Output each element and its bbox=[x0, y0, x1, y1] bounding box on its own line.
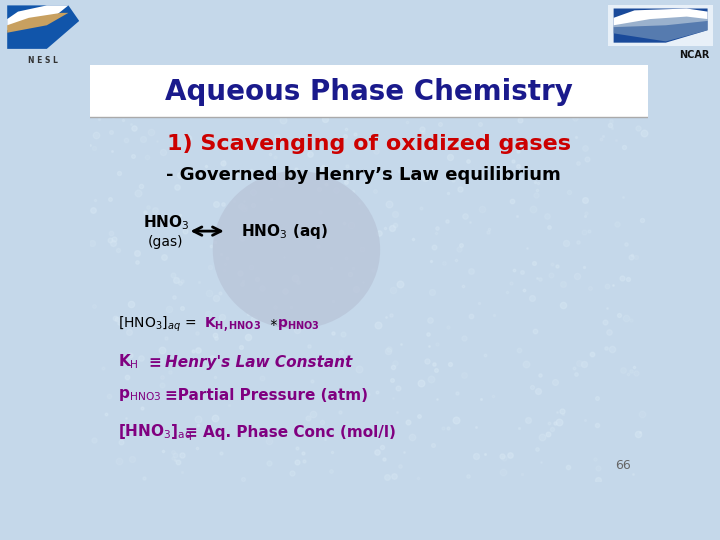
Text: HNO$_3$: HNO$_3$ bbox=[143, 213, 189, 232]
Polygon shape bbox=[613, 9, 708, 43]
FancyBboxPatch shape bbox=[90, 65, 648, 117]
Polygon shape bbox=[613, 9, 708, 27]
Polygon shape bbox=[7, 5, 79, 49]
Text: $[\mathrm{HNO_3}]_{aq}$ =: $[\mathrm{HNO_3}]_{aq}$ = bbox=[118, 315, 198, 334]
Text: - Governed by Henry’s Law equilibrium: - Governed by Henry’s Law equilibrium bbox=[166, 166, 561, 184]
Text: 66: 66 bbox=[616, 460, 631, 472]
Text: Henry's Law Constant: Henry's Law Constant bbox=[166, 355, 353, 369]
Polygon shape bbox=[7, 5, 68, 30]
Text: [HNO$_3$]$_\mathrm{aq}$: [HNO$_3$]$_\mathrm{aq}$ bbox=[118, 422, 192, 443]
Text: *: * bbox=[266, 318, 282, 332]
Ellipse shape bbox=[213, 171, 380, 329]
Text: p$_\mathrm{HNO3}$: p$_\mathrm{HNO3}$ bbox=[118, 387, 161, 403]
Text: N E S L: N E S L bbox=[28, 56, 58, 65]
Text: Aqueous Phase Chemistry: Aqueous Phase Chemistry bbox=[165, 78, 573, 106]
Text: $\mathbf{p}_{\mathbf{HNO3}}$: $\mathbf{p}_{\mathbf{HNO3}}$ bbox=[277, 317, 320, 332]
Polygon shape bbox=[7, 13, 68, 33]
Text: NCAR: NCAR bbox=[679, 50, 709, 60]
Polygon shape bbox=[613, 17, 708, 42]
Text: ≡Partial Pressure (atm): ≡Partial Pressure (atm) bbox=[166, 388, 369, 403]
Text: HNO$_3$ (aq): HNO$_3$ (aq) bbox=[240, 221, 328, 241]
Text: 1) Scavenging of oxidized gases: 1) Scavenging of oxidized gases bbox=[167, 134, 571, 154]
Text: ≡: ≡ bbox=[148, 355, 166, 369]
Text: K$_\mathrm{H}$: K$_\mathrm{H}$ bbox=[118, 353, 139, 372]
Text: $\mathbf{K}_{\mathbf{H,HNO3}}$: $\mathbf{K}_{\mathbf{H,HNO3}}$ bbox=[204, 315, 261, 334]
Text: ≡ Aq. Phase Conc (mol/l): ≡ Aq. Phase Conc (mol/l) bbox=[185, 426, 396, 440]
Polygon shape bbox=[608, 5, 713, 46]
Text: (gas): (gas) bbox=[148, 234, 183, 248]
